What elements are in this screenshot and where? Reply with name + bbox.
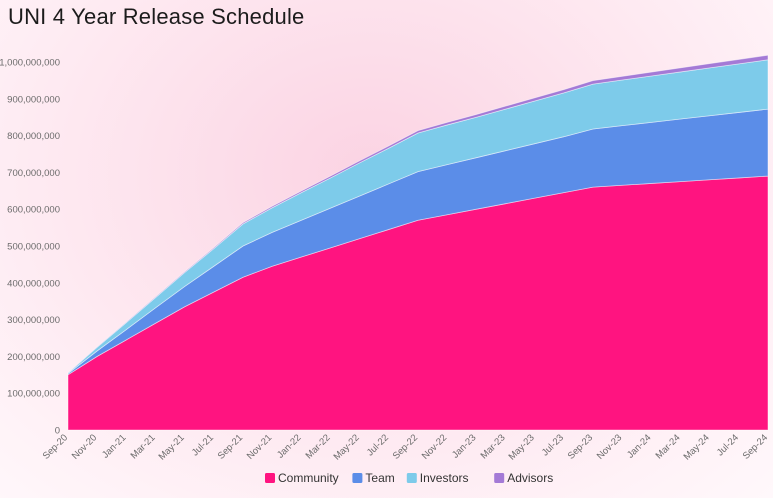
x-tick-label: Mar-23 [479,432,508,461]
x-tick-label: Jan-24 [625,432,653,460]
legend-item-advisors[interactable]: Advisors [494,471,553,485]
legend-label: Team [365,471,394,485]
x-tick-label: Nov-21 [245,432,274,461]
x-tick-label: Jul-21 [190,432,216,458]
legend-swatch [265,473,275,483]
legend-label: Advisors [507,471,553,485]
y-tick-label: 600,000,000 [7,205,60,216]
x-tick-label: Jul-22 [365,432,391,458]
x-tick-label: May-24 [682,432,712,462]
legend-item-investors[interactable]: Investors [406,471,469,485]
legend-label: Investors [420,471,469,485]
x-tick-label: May-21 [157,432,187,462]
legend-label: Community [278,471,339,485]
x-tick-label: Jul-23 [540,432,566,458]
legend-swatch [352,473,363,483]
x-tick-label: Nov-22 [420,432,449,461]
x-tick-label: Sep-24 [741,432,770,461]
x-tick-label: Mar-22 [304,432,333,461]
legend-swatch [406,473,417,483]
area-advisors [67,54,769,374]
x-tick-label: Jan-21 [100,432,128,460]
y-tick-label: 700,000,000 [7,168,60,179]
x-tick-label: Jan-23 [450,432,478,460]
y-tick-label: 800,000,000 [7,131,60,142]
x-tick-label: Sep-21 [216,432,245,461]
x-tick-label: Mar-24 [654,432,683,461]
y-tick-label: 500,000,000 [7,242,60,253]
y-tick-label: 300,000,000 [7,315,60,326]
y-tick-label: 200,000,000 [7,352,60,363]
x-tick-label: Jan-22 [275,432,303,460]
legend-swatch [494,473,505,483]
x-tick-label: Sep-22 [391,432,420,461]
y-tick-label: 0 [55,426,60,437]
areas-layer [67,54,769,431]
y-axis: 0 100,000,000 200,000,000 300,000,000 400,00… [0,58,60,437]
legend-item-team[interactable]: Team [352,471,395,485]
x-tick-label: May-22 [332,432,362,462]
legend: Community Team Investors Advisors [265,471,553,485]
x-tick-label: Nov-23 [595,432,624,461]
y-tick-label: 400,000,000 [7,278,60,289]
x-tick-label: Nov-20 [70,432,99,461]
x-tick-label: Sep-20 [41,432,70,461]
x-tick-label: Sep-23 [566,432,595,461]
legend-item-community[interactable]: Community [265,471,339,485]
y-tick-label: 100,000,000 [7,389,60,400]
x-tick-label: Mar-21 [129,432,158,461]
chart-title: UNI 4 Year Release Schedule [8,4,305,29]
y-tick-label: 1,000,000,000 [0,58,60,69]
x-tick-label: May-23 [507,432,537,462]
y-tick-label: 900,000,000 [7,94,60,105]
x-tick-label: Jul-24 [715,432,741,458]
